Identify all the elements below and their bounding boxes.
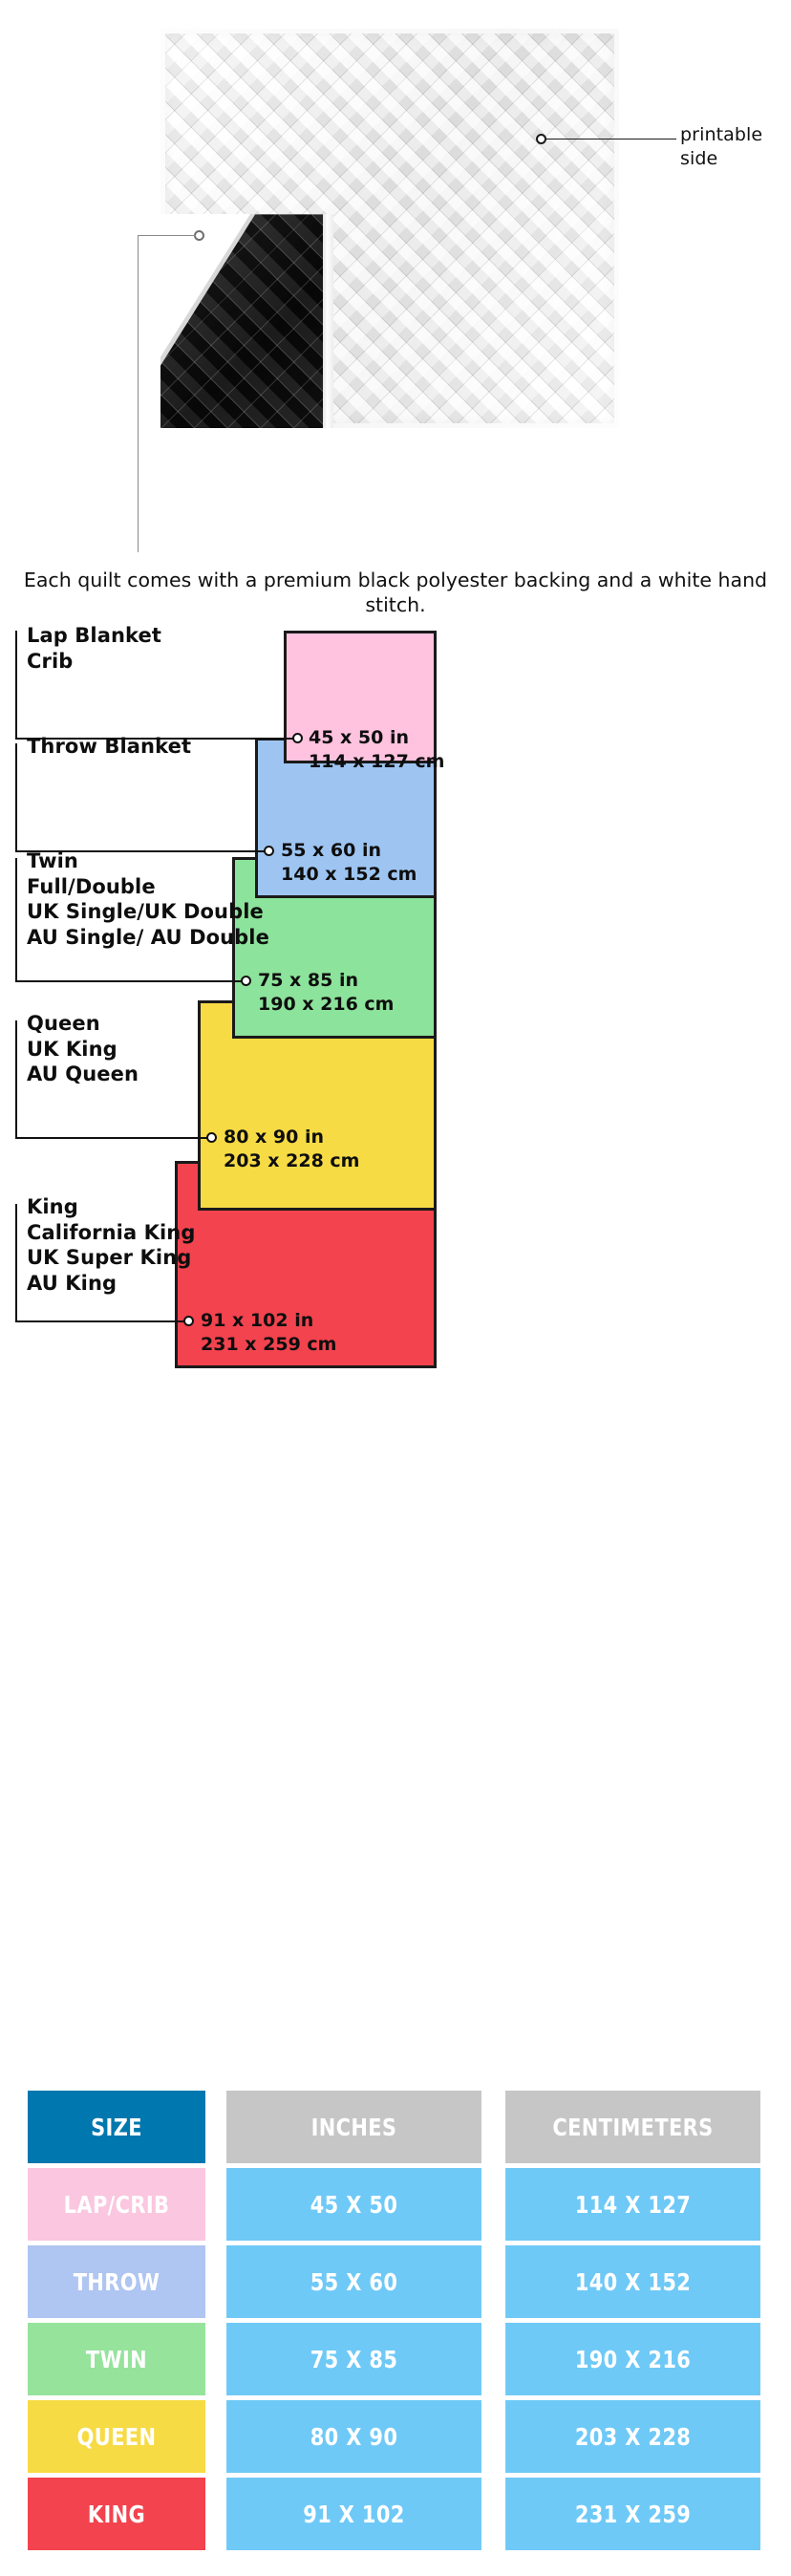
size-dim-king: 91 x 102 in 231 x 259 cm	[201, 1310, 337, 1355]
dot-king	[183, 1316, 194, 1326]
size-rect-throw	[255, 738, 437, 898]
size-label-lap-crib: Lap Blanket Crib	[27, 624, 162, 673]
table-row-inches-twin: 75 X 85	[226, 2323, 481, 2395]
table-row-size-twin: TWIN	[28, 2323, 205, 2395]
table-row-cm-king: 231 X 259	[505, 2478, 760, 2550]
table-row-cm-throw: 140 X 152	[505, 2245, 760, 2318]
size-label-twin: Twin Full/Double UK Single/UK Double AU …	[27, 849, 269, 949]
black-backing-leader-horizontal	[138, 235, 196, 236]
printable-side-label: printable side	[680, 124, 763, 169]
table-row-size-lap-crib: LAP/CRIB	[28, 2168, 205, 2241]
table-row-inches-queen: 80 X 90	[226, 2400, 481, 2473]
table-row-inches-lap-crib: 45 X 50	[226, 2168, 481, 2241]
table-row-size-king: KING	[28, 2478, 205, 2550]
table-row-cm-twin: 190 X 216	[505, 2323, 760, 2395]
bracket-vertical-throw	[15, 743, 17, 850]
bracket-horizontal-lap-crib	[15, 738, 294, 740]
bracket-vertical-lap-crib	[15, 631, 17, 738]
size-label-queen: Queen UK King AU Queen	[27, 1012, 139, 1085]
dot-throw	[264, 846, 274, 856]
size-label-throw: Throw Blanket	[27, 735, 192, 758]
dot-queen	[206, 1132, 217, 1143]
table-row-inches-king: 91 X 102	[226, 2478, 481, 2550]
table-row-inches-throw: 55 X 60	[226, 2245, 481, 2318]
bracket-horizontal-twin	[15, 980, 243, 982]
quilt-caption: Each quilt comes with a premium black po…	[23, 569, 768, 616]
bracket-vertical-king	[15, 1204, 17, 1320]
table-header-inches: INCHES	[226, 2091, 481, 2163]
table-header-size: SIZE	[28, 2091, 205, 2163]
bracket-vertical-twin	[15, 858, 17, 980]
dot-lap-crib	[292, 733, 303, 743]
table-row-cm-queen: 203 X 228	[505, 2400, 760, 2473]
quilt-binding-strip	[322, 214, 334, 428]
table-row-size-throw: THROW	[28, 2245, 205, 2318]
printable-side-callout-dot	[536, 134, 546, 144]
bracket-horizontal-king	[15, 1320, 185, 1322]
bracket-vertical-queen	[15, 1020, 17, 1137]
size-dim-throw: 55 x 60 in 140 x 152 cm	[281, 840, 417, 885]
black-backing-leader-vertical	[138, 235, 139, 552]
size-table: SIZE INCHES CENTIMETERS LAP/CRIB 45 X 50…	[21, 2091, 770, 2550]
quilt-photo-section: printable side Each quilt comes with a p…	[0, 0, 791, 616]
printable-side-leader-line	[546, 139, 676, 140]
size-label-king: King California King UK Super King AU Ki…	[27, 1195, 196, 1295]
size-dim-twin: 75 x 85 in 190 x 216 cm	[258, 970, 395, 1015]
table-row-cm-lap-crib: 114 X 127	[505, 2168, 760, 2241]
size-diagram: Lap Blanket Crib 45 x 50 in 114 x 127 cm…	[0, 624, 791, 2035]
table-header-centimeters: CENTIMETERS	[505, 2091, 760, 2163]
dot-twin	[241, 976, 251, 986]
size-dim-lap-crib: 45 x 50 in 114 x 127 cm	[309, 727, 445, 772]
quilt-illustration	[160, 29, 619, 428]
table-row-size-queen: QUEEN	[28, 2400, 205, 2473]
size-rect-lapcrib	[284, 631, 437, 763]
bracket-horizontal-throw	[15, 850, 266, 852]
size-dim-queen: 80 x 90 in 203 x 228 cm	[224, 1127, 360, 1171]
bracket-horizontal-queen	[15, 1137, 208, 1139]
